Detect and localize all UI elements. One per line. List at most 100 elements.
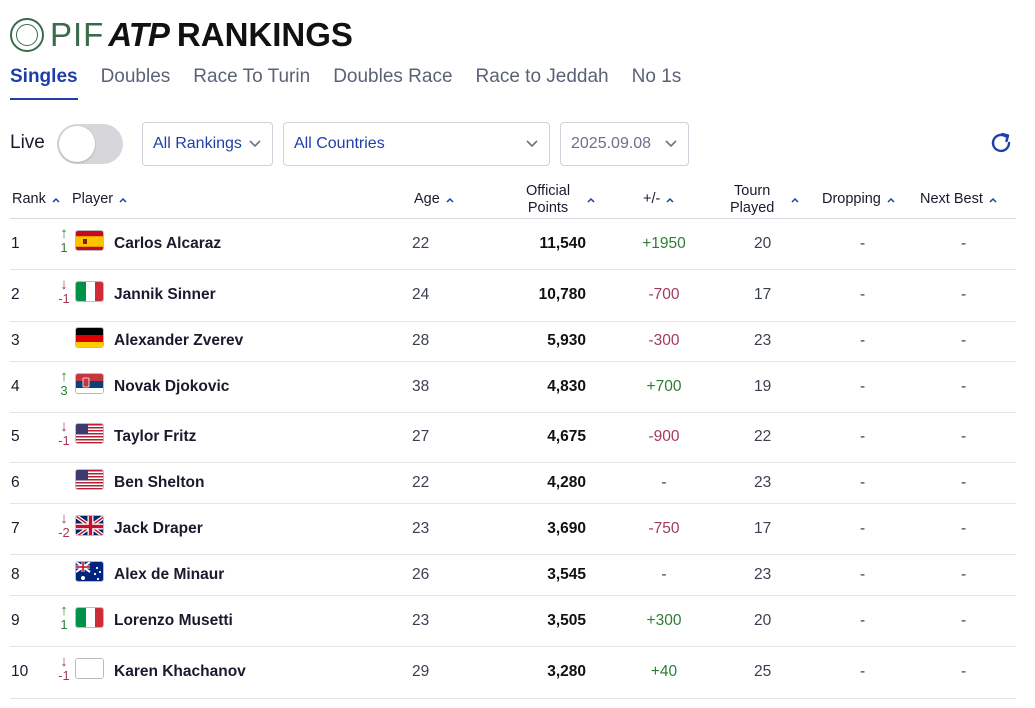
- chevron-down-icon: [249, 140, 261, 148]
- live-toggle[interactable]: [57, 124, 123, 164]
- dropping-value: -: [860, 612, 866, 629]
- player-name[interactable]: Karen Khachanov: [114, 663, 246, 680]
- col-points[interactable]: Official Points: [526, 183, 596, 217]
- rank-value: 8: [11, 566, 20, 583]
- age-value: 29: [412, 663, 430, 680]
- col-player[interactable]: Player: [72, 191, 128, 208]
- table-row[interactable]: 3 Alexander Zverev 28 5,930 -300 23 - -: [10, 321, 1016, 362]
- col-tourn-played[interactable]: Tourn Played: [730, 183, 800, 217]
- rank-movement: ↓ -1: [56, 276, 72, 306]
- tab-doubles-race[interactable]: Doubles Race: [333, 66, 453, 87]
- rank-value: 10: [11, 663, 29, 680]
- refresh-icon[interactable]: [988, 130, 1014, 156]
- col-age[interactable]: Age: [414, 191, 455, 208]
- sort-up-icon: [119, 197, 127, 203]
- chevron-down-icon: [665, 140, 677, 148]
- country-flag-icon: [75, 281, 104, 302]
- player-name[interactable]: Carlos Alcaraz: [114, 235, 222, 252]
- next-best-value: -: [961, 663, 967, 680]
- countries-select-value: All Countries: [294, 135, 385, 152]
- rank-movement-value: -1: [58, 433, 70, 448]
- country-flag-icon: [75, 423, 104, 444]
- table-row[interactable]: 1 ↑ 1 Carlos Alcaraz 22 11,540 +1950 20- -: [10, 219, 1016, 270]
- tab-race-to-turin[interactable]: Race To Turin: [193, 66, 311, 87]
- tourn-played-value: 25: [754, 663, 772, 680]
- points-value: 10,780: [538, 286, 586, 303]
- tab-singles[interactable]: Singles: [10, 66, 78, 100]
- rank-movement: ↓ -1: [56, 653, 72, 683]
- table-row[interactable]: 10 ↓ -1 Karen Khachanov 29 3,280 +40 25 - -: [10, 646, 1016, 699]
- rankings-select[interactable]: All Rankings: [142, 122, 273, 166]
- table-row[interactable]: 9 ↑ 1 Lorenzo Musetti 23 3,505 +300 20 - -: [10, 595, 1016, 647]
- tourn-played-value: 23: [754, 332, 772, 349]
- tab-doubles[interactable]: Doubles: [100, 66, 171, 87]
- age-value: 22: [412, 474, 430, 491]
- rank-value: 6: [11, 474, 20, 491]
- player-name[interactable]: Jannik Sinner: [114, 286, 216, 303]
- countries-select[interactable]: All Countries: [283, 122, 550, 166]
- player-name[interactable]: Alexander Zverev: [114, 332, 244, 349]
- rank-movement: ↑ 1: [56, 226, 72, 255]
- age-value: 23: [412, 612, 430, 629]
- plus-minus-value: -900: [648, 428, 680, 445]
- table-row[interactable]: 2 ↓ -1 Jannik Sinner 24 10,780 -700 17 - -: [10, 269, 1016, 322]
- rank-movement: ↑ 3: [56, 369, 72, 398]
- arrow-down-icon: ↓: [60, 276, 68, 293]
- dropping-value: -: [860, 520, 866, 537]
- player-name[interactable]: Alex de Minaur: [114, 566, 225, 583]
- sort-up-icon: [666, 197, 674, 203]
- dropping-value: -: [860, 378, 866, 395]
- rank-movement-value: 1: [60, 617, 68, 632]
- country-flag-icon: [75, 230, 104, 251]
- atp-logo: ATP: [108, 16, 170, 53]
- rank-movement-value: 3: [60, 383, 68, 398]
- table-row[interactable]: 4 ↑ 3 Novak Djokovic 38 4,830 +700 19 - -: [10, 361, 1016, 413]
- tab-race-to-jeddah[interactable]: Race to Jeddah: [475, 66, 609, 87]
- player-name[interactable]: Ben Shelton: [114, 474, 205, 491]
- rank-movement: ↑ 1: [56, 603, 72, 632]
- arrow-down-icon: ↓: [60, 510, 68, 527]
- table-row[interactable]: 7 ↓ -2 Jack Draper 23 3,690 -750 17 - -: [10, 503, 1016, 555]
- chevron-down-icon: [526, 140, 538, 148]
- tourn-played-value: 22: [754, 428, 772, 445]
- tourn-played-value: 20: [754, 235, 772, 252]
- arrow-down-icon: ↓: [60, 653, 68, 670]
- page-title: RANKINGS: [176, 16, 353, 53]
- tab-no-1s[interactable]: No 1s: [631, 66, 682, 87]
- plus-minus-value: +300: [646, 612, 682, 629]
- player-name[interactable]: Taylor Fritz: [114, 428, 197, 445]
- tourn-played-value: 17: [754, 520, 772, 537]
- table-row[interactable]: 6 Ben Shelton 22 4,280 - 23 - -: [10, 462, 1016, 504]
- points-value: 4,830: [547, 378, 586, 395]
- table-row[interactable]: 8 Alex de Minaur 26 3,545 - 23 - -: [10, 554, 1016, 596]
- age-value: 24: [412, 286, 430, 303]
- sort-up-icon: [887, 197, 895, 203]
- pif-seal-logo: [10, 18, 44, 52]
- table-row[interactable]: 5 ↓ -1 Taylor Fritz 27 4,675 -900 22 - -: [10, 412, 1016, 463]
- col-dropping[interactable]: Dropping: [822, 191, 896, 208]
- dropping-value: -: [860, 235, 866, 252]
- tourn-played-value: 23: [754, 474, 772, 491]
- col-next-best[interactable]: Next Best: [920, 191, 998, 208]
- col-age-label: Age: [414, 191, 440, 207]
- points-value: 4,280: [547, 474, 586, 491]
- col-plus-minus-label: +/-: [643, 191, 661, 207]
- col-plus-minus[interactable]: +/-: [643, 191, 675, 208]
- date-select[interactable]: 2025.09.08: [560, 122, 689, 166]
- points-value: 3,545: [547, 566, 586, 583]
- country-flag-icon: [75, 607, 104, 628]
- rankings-select-value: All Rankings: [153, 135, 242, 152]
- dropping-value: -: [860, 474, 866, 491]
- points-value: 3,280: [547, 663, 586, 680]
- player-name[interactable]: Lorenzo Musetti: [114, 612, 233, 629]
- player-name[interactable]: Novak Djokovic: [114, 378, 230, 395]
- player-name[interactable]: Jack Draper: [114, 520, 203, 537]
- rankings-tabs: Singles Doubles Race To Turin Doubles Race R…: [10, 66, 704, 100]
- next-best-value: -: [961, 286, 967, 303]
- country-flag-icon: [75, 469, 104, 490]
- age-value: 26: [412, 566, 430, 583]
- col-rank[interactable]: Rank: [12, 191, 61, 208]
- tourn-played-value: 23: [754, 566, 772, 583]
- col-dropping-label: Dropping: [822, 191, 881, 207]
- age-value: 23: [412, 520, 430, 537]
